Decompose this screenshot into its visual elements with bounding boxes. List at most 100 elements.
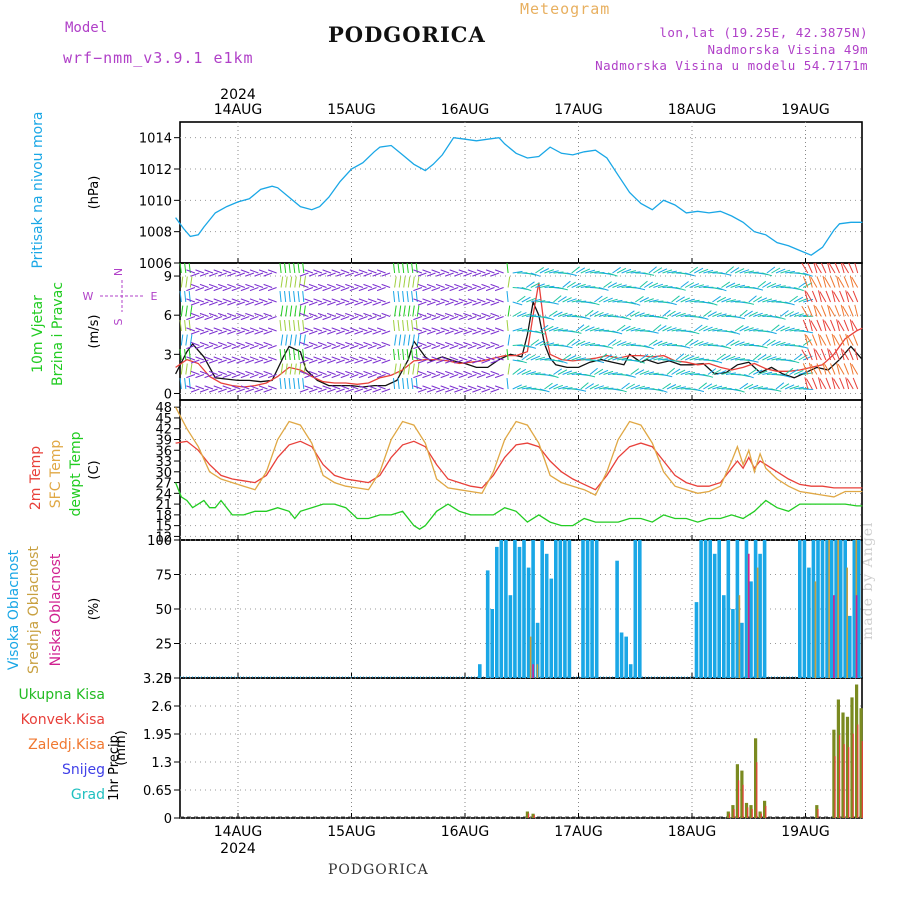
wind-arrow (639, 280, 648, 288)
wind-arrow (317, 388, 327, 393)
wind-arrow (548, 343, 559, 346)
wind-arrow (297, 262, 300, 274)
wind-arrow (712, 295, 721, 303)
wind-arrow (516, 295, 526, 303)
wind-arrow (802, 363, 809, 375)
wind-arrow (279, 349, 282, 361)
wind-arrow (279, 291, 282, 303)
cloud-bar-high (838, 540, 843, 678)
wind-arrow (780, 374, 791, 378)
wind-arrow (317, 272, 327, 277)
cloud-bar-high (735, 540, 740, 678)
wind-arrow (544, 325, 554, 332)
wind-arrow (644, 272, 655, 276)
wind-arrow (507, 363, 511, 375)
wind-arrow (227, 370, 236, 375)
wind-arrow (358, 287, 368, 292)
wind-arrow (279, 378, 282, 390)
wind-arrow (208, 388, 218, 393)
wind-arrow (808, 275, 813, 288)
wind-arrow (308, 272, 318, 277)
cloud-bar-high (740, 622, 744, 678)
precip-bar (855, 684, 859, 818)
precip-bar-conv (733, 809, 735, 818)
wind-arrow (397, 320, 400, 332)
wind-arrow (407, 305, 411, 317)
wind-arrow (775, 268, 786, 274)
wind-arrow (393, 378, 396, 390)
wind-arrow (666, 310, 676, 317)
wind-arrow (694, 340, 704, 346)
wind-arrow (445, 330, 454, 335)
wind-arrow (245, 388, 255, 393)
wind-arrow (317, 312, 327, 317)
wind-arrow (367, 356, 377, 361)
wind-arrow (753, 329, 764, 332)
wind-arrow (744, 270, 755, 274)
wind-arrow (507, 334, 511, 346)
wind-arrow (707, 301, 718, 306)
precip-bar (758, 811, 762, 818)
wind-arrow (585, 326, 595, 332)
wind-arrow (648, 355, 659, 361)
wind-arrow (406, 320, 409, 332)
wind-arrow (412, 276, 415, 288)
wind-arrow (285, 334, 288, 346)
precip-legend-item: Zaledj.Kisa (28, 737, 105, 753)
wind-arrow (426, 301, 436, 306)
wind-arrow (240, 374, 250, 379)
wind-arrow (603, 314, 614, 317)
wind-arrow (598, 313, 609, 317)
wind-arrow (179, 320, 182, 332)
wind-arrow (805, 378, 813, 390)
wind-arrow (703, 326, 713, 332)
series-line-temperature-1 (175, 406, 863, 498)
wind-arrow (345, 301, 354, 306)
wind-arrow (363, 283, 373, 288)
wind-arrow (349, 345, 359, 350)
wind-arrow (413, 298, 423, 303)
wind-arrow (571, 372, 582, 375)
wind-arrow (422, 287, 432, 292)
wind-arrow (854, 262, 859, 274)
wind-arrow (780, 326, 790, 332)
wind-arrow (345, 341, 354, 346)
wind-arrow (467, 385, 477, 390)
precip-bar (836, 699, 840, 818)
wind-arrow (517, 312, 527, 317)
wind-arrow (506, 378, 509, 390)
wind-arrow (849, 319, 854, 332)
wind-arrow (304, 385, 314, 390)
wind-arrow (449, 287, 459, 292)
wind-arrow (331, 327, 341, 332)
date-label-bottom: 18AUG (668, 824, 717, 840)
wind-arrow (739, 342, 750, 346)
wind-arrow (322, 345, 332, 350)
wind-arrow (189, 363, 193, 375)
date-label-top: 19AUG (781, 102, 830, 118)
wind-arrow (431, 298, 441, 303)
wind-arrow (245, 330, 255, 335)
wind-arrow (267, 385, 277, 390)
wind-arrow (653, 340, 663, 346)
wind-arrow (648, 339, 658, 346)
wind-arrow (249, 385, 259, 390)
wind-arrow (657, 268, 668, 274)
ytick-label-cloud: 0 (164, 672, 172, 687)
wind-arrow (254, 272, 264, 277)
wind-arrow (413, 269, 423, 274)
wind-arrow (322, 316, 332, 321)
wind-arrow (222, 298, 232, 303)
wind-arrow (463, 359, 472, 364)
wind-arrow (199, 301, 209, 306)
wind-arrow (376, 316, 386, 321)
wind-arrow (567, 315, 578, 317)
wind-arrow (263, 330, 273, 335)
wind-arrow (780, 343, 791, 346)
wind-arrow (195, 356, 205, 361)
wind-arrow (675, 386, 687, 390)
wind-arrow (376, 269, 386, 274)
wind-arrow (240, 269, 250, 274)
wind-arrow (580, 341, 591, 346)
wind-arrow (594, 328, 605, 332)
